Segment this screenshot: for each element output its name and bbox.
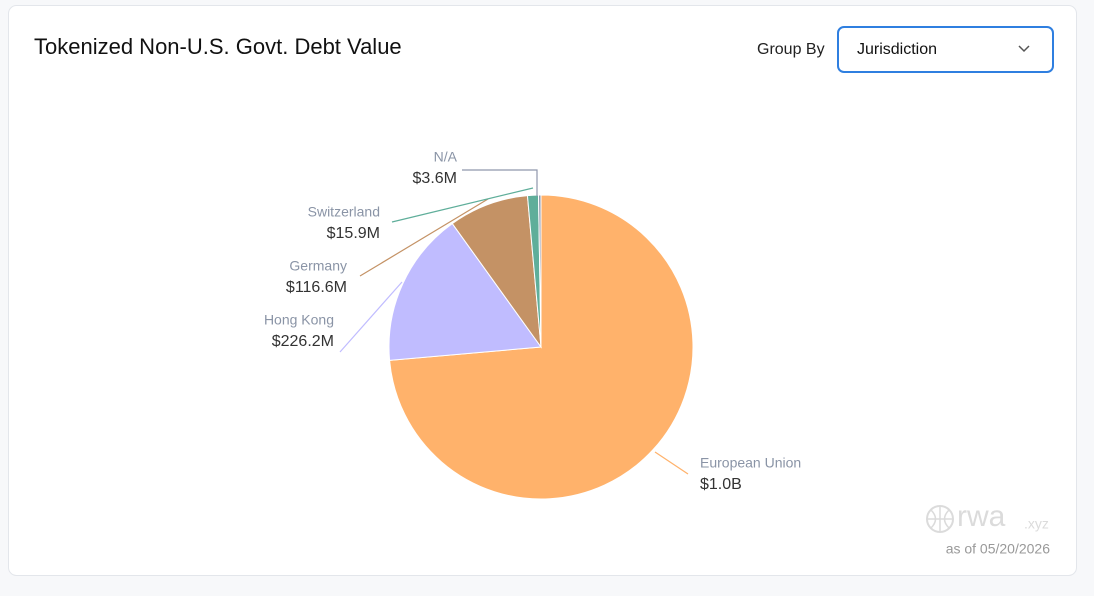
leader-line xyxy=(339,281,403,353)
watermark-suffix: .xyz xyxy=(1024,516,1049,532)
as-of-date: as of 05/20/2026 xyxy=(946,541,1051,557)
watermark: rwa .xyz xyxy=(926,500,1049,533)
slice-value-label: $226.2M xyxy=(272,333,334,350)
leader-line xyxy=(654,451,689,475)
slice-value-label: $15.9M xyxy=(327,225,380,242)
leader-line xyxy=(359,198,489,277)
leader-line xyxy=(462,169,538,196)
slice-label: N/A xyxy=(434,149,458,165)
watermark-brand: rwa xyxy=(957,500,1006,533)
slice-value-label: $3.6M xyxy=(413,170,457,187)
pie-slice xyxy=(388,222,542,361)
slice-value-label: $1.0B xyxy=(700,476,742,493)
group-by-label: Group By xyxy=(757,41,825,58)
slice-label: Germany xyxy=(289,258,347,274)
slice-value-label: $116.6M xyxy=(286,279,347,296)
pie-slice xyxy=(537,194,542,348)
slice-label: Hong Kong xyxy=(264,312,334,328)
watermark-globe-lines xyxy=(927,506,953,532)
group-by-dropdown[interactable]: Jurisdiction xyxy=(837,26,1054,73)
leader-line xyxy=(391,187,534,223)
chart-title: Tokenized Non-U.S. Govt. Debt Value xyxy=(34,34,402,59)
slice-label: European Union xyxy=(700,455,801,471)
slice-label: Switzerland xyxy=(308,204,380,220)
dropdown-chevron[interactable] xyxy=(1018,45,1030,53)
watermark-globe xyxy=(926,505,954,533)
dropdown-box[interactable] xyxy=(837,26,1054,73)
dropdown-value[interactable]: Jurisdiction xyxy=(857,41,937,58)
